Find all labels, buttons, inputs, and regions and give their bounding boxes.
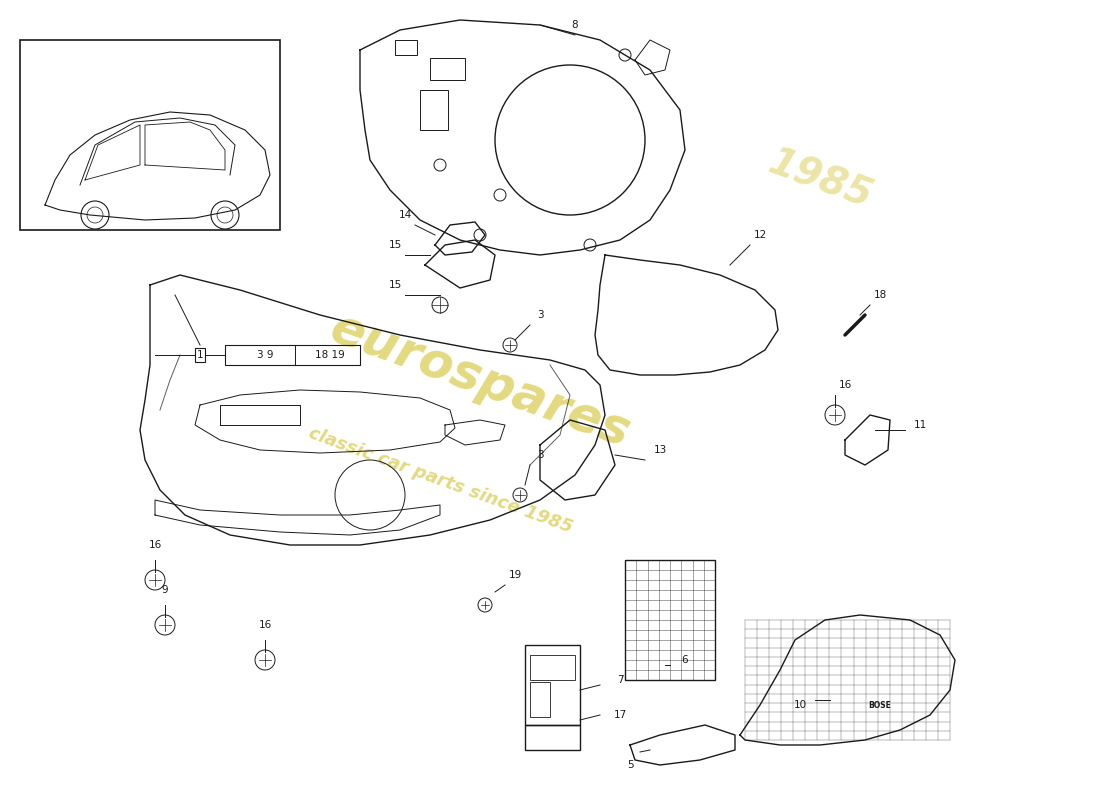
Circle shape xyxy=(478,598,492,612)
Circle shape xyxy=(155,615,175,635)
Bar xyxy=(420,90,448,130)
Text: 8: 8 xyxy=(572,20,579,30)
Text: 3: 3 xyxy=(537,310,543,320)
Text: 16: 16 xyxy=(838,380,851,390)
Bar xyxy=(625,560,715,680)
Text: 1985: 1985 xyxy=(762,144,877,216)
Circle shape xyxy=(513,488,527,502)
Bar xyxy=(525,725,580,750)
Circle shape xyxy=(825,405,845,425)
Text: 13: 13 xyxy=(653,445,667,455)
Text: 18 19: 18 19 xyxy=(315,350,345,360)
Text: 16: 16 xyxy=(258,620,272,630)
Text: 15: 15 xyxy=(388,280,401,290)
Text: classic car parts since 1985: classic car parts since 1985 xyxy=(306,424,574,536)
Text: BOSE: BOSE xyxy=(869,701,891,710)
Bar xyxy=(226,345,360,365)
Text: 3: 3 xyxy=(537,450,543,460)
Text: 1: 1 xyxy=(197,350,204,360)
Text: 10: 10 xyxy=(793,700,806,710)
Text: 3 9: 3 9 xyxy=(256,350,273,360)
Circle shape xyxy=(432,297,448,313)
Text: 18: 18 xyxy=(873,290,887,300)
Text: 15: 15 xyxy=(388,240,401,250)
Bar xyxy=(530,682,550,717)
Text: 9: 9 xyxy=(162,585,168,595)
Text: eurospares: eurospares xyxy=(323,303,637,457)
Text: 17: 17 xyxy=(614,710,627,720)
Circle shape xyxy=(503,338,517,352)
Bar xyxy=(430,58,465,80)
Bar xyxy=(530,655,575,680)
Text: 14: 14 xyxy=(398,210,411,220)
Text: 12: 12 xyxy=(754,230,767,240)
Bar xyxy=(525,645,580,725)
Text: 5: 5 xyxy=(627,760,634,770)
Bar xyxy=(20,40,281,230)
Circle shape xyxy=(145,570,165,590)
Text: 6: 6 xyxy=(682,655,689,665)
Text: 19: 19 xyxy=(508,570,521,580)
Bar xyxy=(395,40,417,55)
Circle shape xyxy=(255,650,275,670)
Text: 16: 16 xyxy=(148,540,162,550)
Text: 7: 7 xyxy=(617,675,624,685)
Text: 11: 11 xyxy=(913,420,926,430)
